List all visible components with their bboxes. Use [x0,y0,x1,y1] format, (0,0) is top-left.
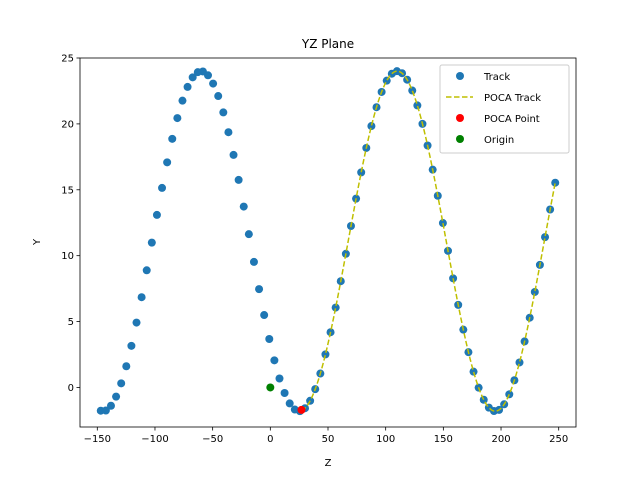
legend-label: POCA Track [484,93,541,104]
track-point [101,406,110,415]
track-point [127,341,136,350]
track-point [551,178,560,187]
track-point [239,202,248,211]
chart-title: YZ Plane [301,37,354,51]
x-tick-label: 0 [267,434,273,445]
track-point [515,358,524,367]
track-point [530,287,539,296]
y-tick-label: 5 [68,317,74,328]
x-tick-label: −150 [84,434,111,445]
track-point [219,108,228,117]
track-point [244,230,253,239]
x-tick-label: 50 [322,434,335,445]
track-point [168,134,177,143]
track-point [321,350,330,359]
x-tick-label: −50 [202,434,223,445]
track-point [188,73,197,82]
poca-track-line [301,70,556,412]
track-point [163,158,172,167]
track-point [479,395,488,404]
track-point [469,367,478,376]
y-tick-label: 10 [61,251,74,262]
track-point [158,183,167,192]
y-tick-label: 0 [68,383,74,394]
x-tick-label: −100 [141,434,168,445]
track-point [142,266,151,275]
track-point [270,356,279,365]
track-point [275,374,284,383]
track-point [152,210,161,219]
track-point [137,293,146,302]
track-point [122,362,131,371]
y-axis-label: Y [32,238,43,246]
track-point [382,76,391,85]
legend-marker [456,114,464,122]
track-point [183,82,192,91]
legend-marker [456,135,464,143]
plot-area: −150 −100 −50 0 50 100 150 200 250 0 5 10 15 20 25 [61,54,577,445]
x-tick-label: 100 [376,434,395,445]
track-point [280,388,289,397]
track-point [229,150,238,159]
y-tick-label: 20 [61,119,74,130]
track-point [178,96,187,105]
track-point [367,122,376,131]
track-point [541,233,550,242]
poca-point [297,405,306,414]
track-point [265,335,274,344]
track-point [249,257,258,266]
legend-marker [456,72,464,80]
x-tick-label: 200 [491,434,510,445]
track-point [147,238,156,247]
legend-label: Track [483,72,510,83]
track-point [357,168,366,177]
track-point [112,392,121,401]
track-point [214,92,223,101]
x-tick-label: 150 [434,434,453,445]
y-tick-label: 15 [61,185,74,196]
track-point [234,175,243,184]
track-point [413,101,422,110]
y-tick-label: 25 [61,54,74,65]
legend-label: POCA Point [484,114,540,125]
track-point [117,379,126,388]
legend: Track POCA Track POCA Point Origin [439,64,570,154]
legend-label: Origin [484,135,514,146]
track-point [408,86,417,95]
track-point [209,79,218,88]
x-axis-label: Z [325,458,332,469]
legend-frame [439,64,570,154]
track-point [331,303,340,312]
track-point [224,128,233,137]
track-point [173,114,182,123]
x-tick-label: 250 [549,434,568,445]
track-point [203,71,212,80]
origin-point [266,383,275,392]
track-point [438,219,447,228]
track-point [106,401,115,410]
track-point [132,318,141,327]
track-point [285,399,294,408]
track-point [255,285,264,294]
track-point [260,311,269,320]
